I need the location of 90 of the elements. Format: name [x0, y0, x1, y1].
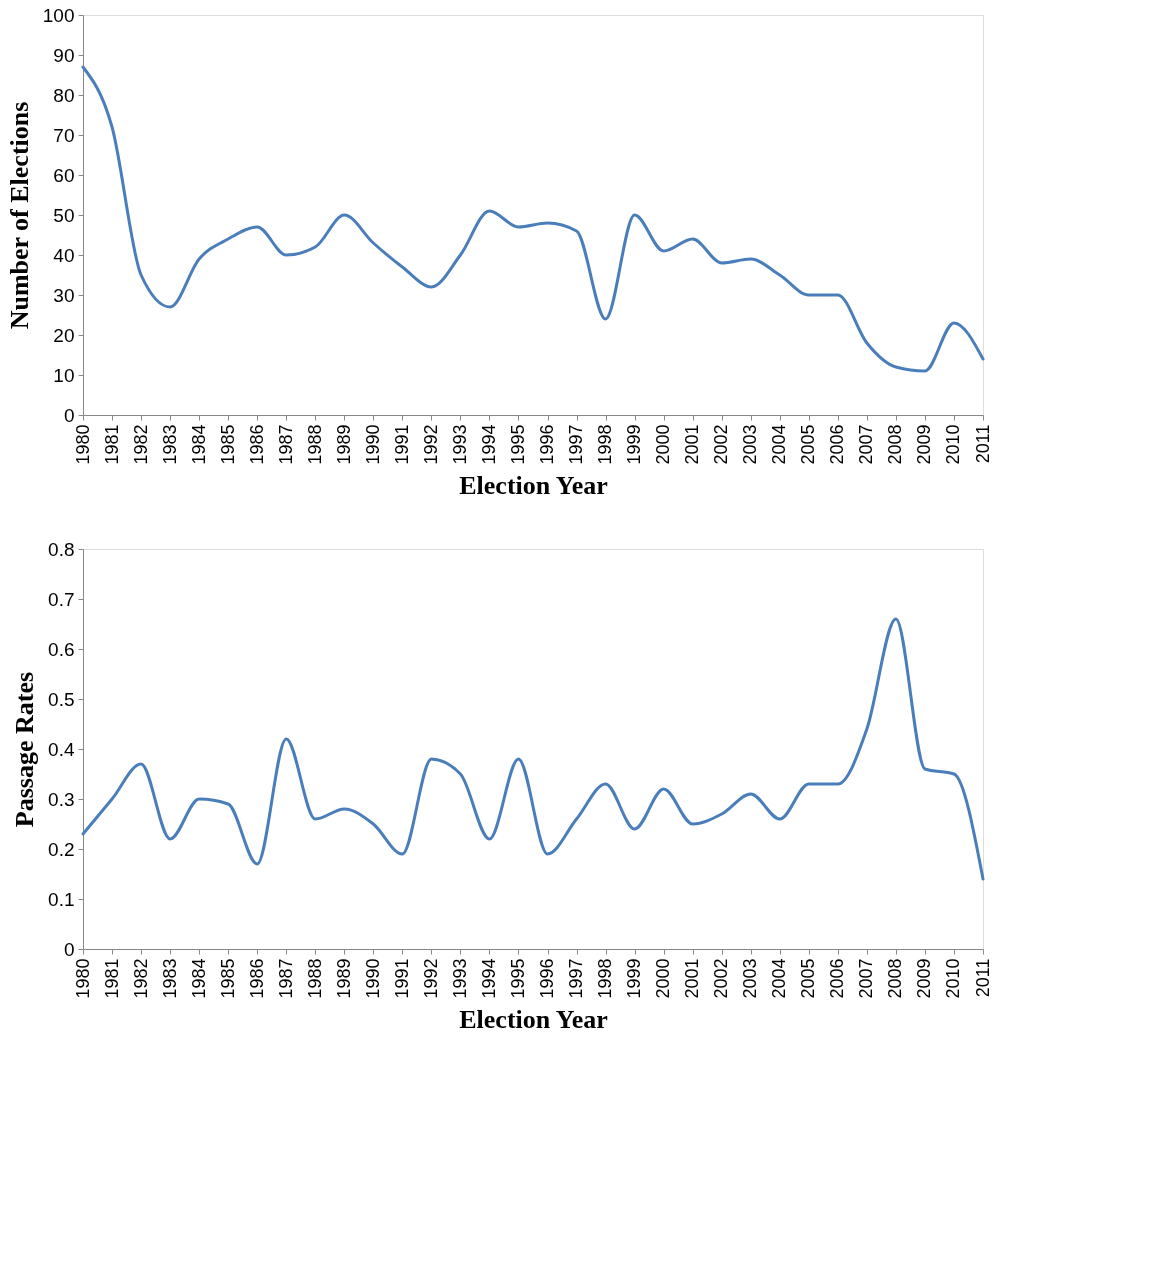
- x-tick-label: 1992: [420, 958, 441, 999]
- x-tick-label: 2003: [740, 958, 761, 999]
- x-tick-label: 1999: [624, 958, 645, 999]
- x-tick-label: 1998: [595, 958, 616, 999]
- x-tick-label: 1996: [537, 424, 558, 465]
- x-tick-label: 2007: [856, 958, 877, 999]
- x-tick-label: 2009: [914, 424, 935, 465]
- x-tick-label: 1991: [391, 958, 412, 999]
- y-tick-label: 10: [53, 364, 75, 386]
- x-tick-label: 1981: [101, 424, 122, 465]
- x-tick-label: 1983: [159, 958, 180, 999]
- x-tick-label: 1997: [566, 958, 587, 999]
- x-tick-label: 2003: [740, 424, 761, 465]
- x-tick-label: 1983: [159, 424, 180, 465]
- y-tick-label: 70: [53, 124, 75, 146]
- x-tick-label: 1990: [362, 424, 383, 465]
- x-tick-label: 2002: [711, 958, 732, 999]
- x-tick-label: 1984: [188, 424, 209, 465]
- x-tick-label: 1987: [275, 424, 296, 465]
- y-tick-label: 20: [53, 324, 75, 346]
- x-tick-label: 2008: [885, 958, 906, 999]
- y-tick-label: 0.8: [48, 538, 75, 560]
- x-tick-label: 1997: [566, 424, 587, 465]
- x-tick-label: 2007: [856, 424, 877, 465]
- x-tick-label: 2005: [798, 958, 819, 999]
- x-tick-label: 2005: [798, 424, 819, 465]
- line-series: [81, 617, 985, 881]
- x-tick-label: 1982: [130, 958, 151, 999]
- x-tick-label: 2002: [711, 424, 732, 465]
- x-tick-label: 2004: [769, 424, 790, 465]
- x-tick-label: 1999: [624, 424, 645, 465]
- x-tick-label: 1980: [72, 424, 93, 465]
- x-tick-label: 2010: [943, 424, 964, 465]
- x-axis-title: Election Year: [459, 1004, 608, 1034]
- y-tick-label: 50: [53, 204, 75, 226]
- y-tick-label: 60: [53, 164, 75, 186]
- x-tick-label: 1991: [391, 424, 412, 465]
- x-tick-label: 2006: [827, 958, 848, 999]
- x-tick-label: 1993: [449, 958, 470, 999]
- x-tick-label: 1994: [478, 958, 499, 999]
- x-tick-label: 1980: [72, 958, 93, 999]
- y-tick-label: 100: [42, 4, 75, 26]
- x-tick-label: 1994: [478, 424, 499, 465]
- x-tick-label: 1988: [304, 958, 325, 999]
- x-tick-label: 1996: [537, 958, 558, 999]
- x-tick-label: 1984: [188, 958, 209, 999]
- x-tick-label: 1985: [217, 424, 238, 465]
- y-tick-label: 0.5: [48, 688, 75, 710]
- x-tick-label: 1986: [246, 424, 267, 465]
- x-tick-label: 2011: [972, 424, 993, 464]
- x-tick-label: 1990: [362, 958, 383, 999]
- y-tick-label: 0.7: [48, 588, 75, 610]
- y-tick-label: 0: [63, 938, 75, 960]
- y-tick-label: 0.1: [48, 888, 75, 910]
- y-tick-label: 80: [53, 84, 75, 106]
- x-tick-label: 1987: [275, 958, 296, 999]
- y-axis-title: Passage Rates: [10, 671, 40, 828]
- y-tick-label: 0: [63, 404, 75, 426]
- x-tick-label: 2001: [682, 958, 703, 999]
- x-tick-label: 2004: [769, 958, 790, 999]
- x-tick-label: 2011: [972, 958, 993, 998]
- y-tick-label: 0.2: [48, 838, 75, 860]
- x-tick-label: 1986: [246, 958, 267, 999]
- x-tick-label: 2010: [943, 958, 964, 999]
- x-tick-label: 2009: [914, 958, 935, 999]
- x-tick-label: 1981: [101, 958, 122, 999]
- y-axis-title: Number of Elections: [4, 101, 34, 330]
- x-tick-label: 2006: [827, 424, 848, 465]
- x-tick-label: 1995: [507, 958, 528, 999]
- y-tick-label: 0.4: [48, 738, 75, 760]
- x-tick-label: 1989: [333, 424, 354, 465]
- x-tick-label: 1992: [420, 424, 441, 465]
- x-tick-label: 1995: [507, 424, 528, 465]
- y-tick-label: 30: [53, 284, 75, 306]
- x-tick-label: 1985: [217, 958, 238, 999]
- x-tick-label: 1989: [333, 958, 354, 999]
- x-tick-label: 2008: [885, 424, 906, 465]
- line-series: [81, 65, 985, 373]
- y-tick-label: 40: [53, 244, 75, 266]
- x-tick-label: 2001: [682, 424, 703, 465]
- x-tick-label: 2000: [653, 958, 674, 999]
- x-tick-label: 2000: [653, 424, 674, 465]
- x-axis-title: Election Year: [459, 470, 608, 500]
- y-tick-label: 90: [53, 44, 75, 66]
- x-tick-label: 1982: [130, 424, 151, 465]
- x-tick-label: 1988: [304, 424, 325, 465]
- y-tick-label: 0.3: [48, 788, 75, 810]
- x-tick-label: 1998: [595, 424, 616, 465]
- x-tick-label: 1993: [449, 424, 470, 465]
- y-tick-label: 0.6: [48, 638, 75, 660]
